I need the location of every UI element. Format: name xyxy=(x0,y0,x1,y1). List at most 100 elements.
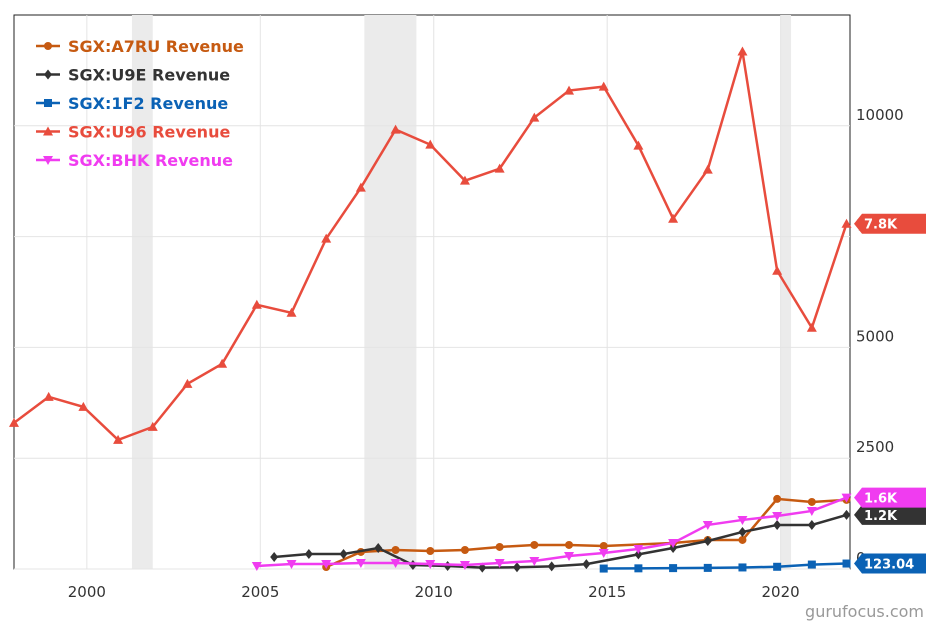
marker xyxy=(251,561,262,571)
marker xyxy=(530,540,539,549)
legend-label: SGX:BHK Revenue xyxy=(68,151,233,170)
y-tick-label: 5000 xyxy=(856,327,894,345)
marker xyxy=(633,544,644,554)
legend-marker xyxy=(44,99,52,107)
x-tick-label: 2020 xyxy=(762,583,800,601)
value-label: 123.04 xyxy=(864,558,914,573)
series xyxy=(9,46,852,444)
legend-marker xyxy=(43,126,53,136)
marker xyxy=(78,401,89,411)
y-tick-label: 10000 xyxy=(856,106,904,124)
marker xyxy=(598,549,609,559)
marker xyxy=(564,85,575,95)
marker xyxy=(425,559,436,569)
marker xyxy=(270,551,279,562)
series xyxy=(599,559,851,573)
marker xyxy=(321,233,332,243)
marker xyxy=(286,559,297,569)
marker xyxy=(806,506,817,516)
marker xyxy=(806,322,817,332)
marker xyxy=(43,391,54,401)
marker xyxy=(304,548,313,559)
series-line xyxy=(603,562,847,570)
marker xyxy=(251,299,262,309)
marker xyxy=(459,175,470,185)
background xyxy=(14,15,850,570)
value-badge xyxy=(854,504,926,525)
value-label: 7.8K xyxy=(864,218,898,233)
marker xyxy=(634,549,643,560)
watermark: gurufocus.com xyxy=(805,602,924,621)
marker xyxy=(633,140,644,150)
marker xyxy=(391,545,400,554)
x-tick-label: 2015 xyxy=(588,583,626,601)
marker xyxy=(582,559,591,570)
marker xyxy=(668,538,679,548)
marker xyxy=(113,434,124,444)
marker xyxy=(737,46,748,56)
legend-label: SGX:U96 Revenue xyxy=(68,123,230,142)
legend-label: SGX:A7RU Revenue xyxy=(68,37,244,56)
marker xyxy=(738,563,747,572)
marker xyxy=(599,564,608,573)
marker xyxy=(9,417,19,427)
plot-frame xyxy=(13,14,851,570)
marker xyxy=(339,548,348,559)
marker xyxy=(512,562,521,573)
legend-marker xyxy=(43,156,53,165)
shaded-range xyxy=(780,15,792,569)
marker xyxy=(182,378,193,388)
series xyxy=(270,509,851,573)
marker xyxy=(807,497,816,506)
value-label: 1.6K xyxy=(864,492,898,507)
marker xyxy=(495,542,504,551)
marker xyxy=(217,358,228,368)
marker xyxy=(494,163,505,173)
marker xyxy=(355,559,366,569)
marker xyxy=(772,511,783,521)
marker xyxy=(738,535,747,544)
marker xyxy=(773,519,782,530)
marker xyxy=(529,557,540,567)
series-line xyxy=(256,496,847,568)
marker xyxy=(772,265,783,275)
series xyxy=(251,493,852,571)
value-label: 1.2K xyxy=(864,509,898,524)
marker xyxy=(426,547,435,556)
marker xyxy=(634,564,643,573)
shaded-range xyxy=(131,15,153,569)
marker xyxy=(565,540,574,549)
x-tick-label: 2010 xyxy=(415,583,453,601)
marker xyxy=(841,493,852,503)
x-tick-label: 2005 xyxy=(241,583,279,601)
x-tick-label: 2000 xyxy=(68,583,106,601)
legend-label: SGX:1F2 Revenue xyxy=(68,94,228,113)
marker xyxy=(807,519,816,530)
value-badge xyxy=(854,553,926,574)
marker xyxy=(668,213,679,223)
marker xyxy=(841,218,852,228)
marker xyxy=(390,124,401,134)
shaded-range xyxy=(364,15,417,569)
marker xyxy=(460,545,469,554)
marker xyxy=(669,542,678,553)
legend-marker xyxy=(44,42,52,50)
marker xyxy=(702,520,713,530)
marker xyxy=(737,515,748,525)
marker xyxy=(842,559,851,568)
marker xyxy=(374,542,383,553)
legend-label: SGX:U9E Revenue xyxy=(68,66,230,85)
marker xyxy=(773,494,782,503)
marker xyxy=(807,560,816,569)
marker xyxy=(702,164,713,174)
marker xyxy=(599,541,608,550)
marker xyxy=(529,112,540,122)
marker xyxy=(321,559,332,569)
value-badge xyxy=(854,487,926,508)
marker xyxy=(459,561,470,571)
series-layer xyxy=(9,46,852,573)
marker xyxy=(703,535,712,546)
marker xyxy=(598,81,609,91)
marker xyxy=(147,421,158,431)
